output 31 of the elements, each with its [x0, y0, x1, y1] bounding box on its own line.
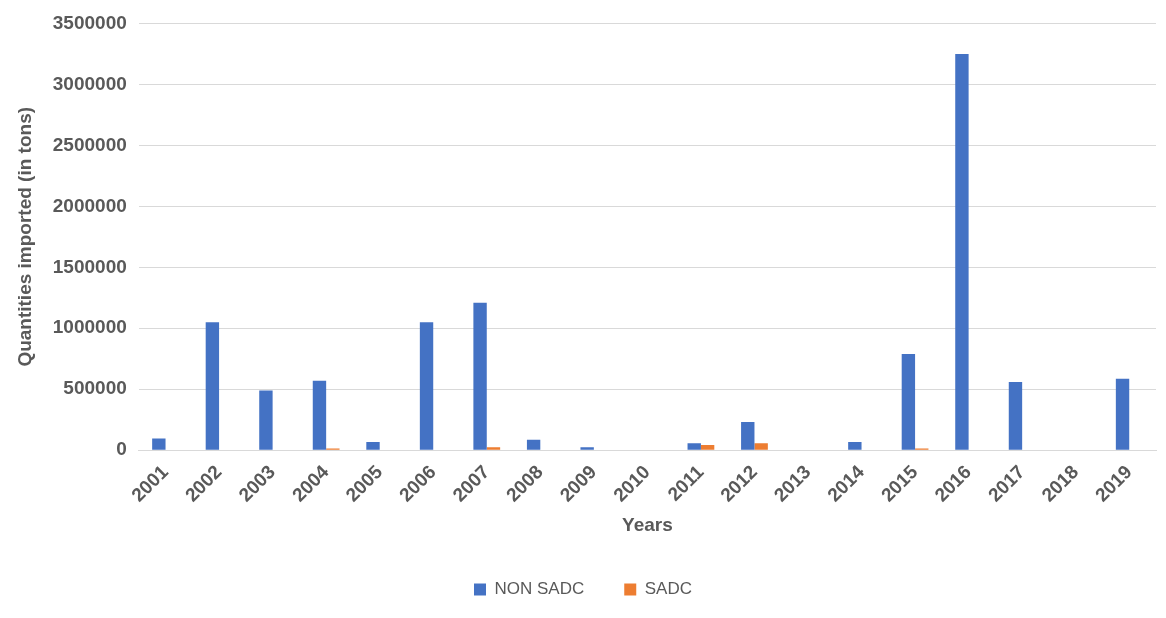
x-axis-title: Years	[622, 513, 673, 535]
bar	[366, 441, 380, 450]
bar	[700, 445, 715, 450]
bar	[754, 443, 768, 450]
bar	[486, 447, 501, 450]
bar	[259, 390, 273, 450]
bar	[741, 421, 755, 450]
y-tick-label: 1000000	[52, 316, 127, 338]
bar	[1115, 378, 1130, 450]
bar	[205, 322, 220, 450]
bar	[955, 53, 969, 450]
bar	[901, 354, 916, 450]
y-tick-label: 2000000	[52, 194, 127, 216]
y-tick-label: 1500000	[52, 255, 127, 277]
bar	[526, 439, 541, 450]
y-tick-label: 0	[116, 438, 127, 460]
y-tick-label: 3000000	[52, 72, 127, 94]
y-tick-label: 500000	[63, 377, 127, 399]
bar	[312, 380, 327, 450]
y-tick-label: 3500000	[52, 11, 127, 33]
bar	[1008, 382, 1023, 450]
bar	[580, 447, 594, 450]
legend-label: NON SADC	[494, 579, 585, 599]
bar	[848, 441, 862, 450]
y-axis-title: Quantities imported (in tons)	[13, 106, 35, 367]
bar	[687, 443, 701, 450]
bar	[419, 322, 434, 450]
bar	[152, 438, 166, 450]
bar	[473, 302, 487, 450]
legend-label: SADC	[644, 579, 692, 599]
y-tick-label: 2500000	[52, 133, 127, 155]
